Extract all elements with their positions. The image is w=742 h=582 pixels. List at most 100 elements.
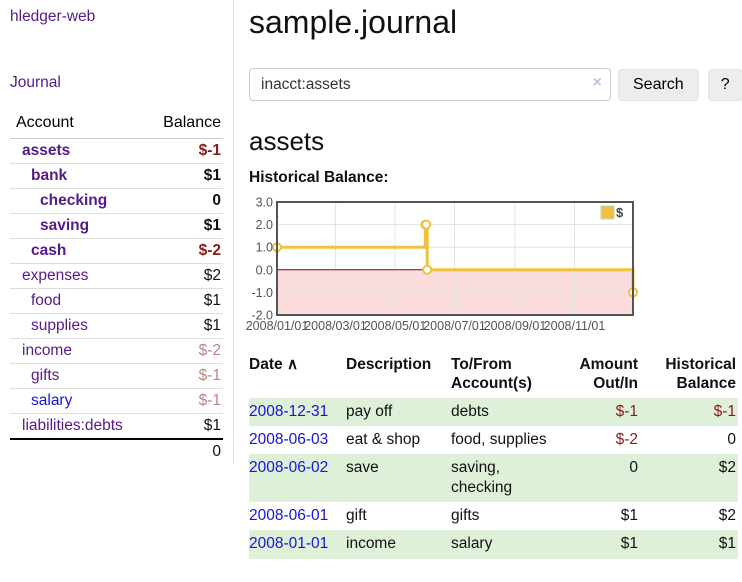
main-content: sample.journal × Search ? assets Histori… bbox=[234, 0, 742, 559]
svg-text:2.0: 2.0 bbox=[256, 218, 273, 232]
account-link[interactable]: income bbox=[22, 342, 72, 359]
search-input-wrap: × bbox=[249, 68, 611, 101]
account-link[interactable]: liabilities:debts bbox=[22, 417, 123, 434]
account-link[interactable]: saving bbox=[40, 217, 90, 234]
register-row: 2008-06-03 eat & shop food, supplies $-2… bbox=[249, 426, 738, 454]
svg-text:3.0: 3.0 bbox=[256, 196, 273, 210]
chart-title: Historical Balance: bbox=[249, 169, 389, 186]
svg-text:0.0: 0.0 bbox=[256, 263, 273, 277]
account-row: assets $-1 bbox=[10, 138, 223, 164]
account-balance: 0 bbox=[148, 188, 223, 214]
transaction-balance: $2 bbox=[718, 507, 736, 525]
transaction-accounts: saving, checking bbox=[451, 459, 513, 497]
search-form: × Search ? bbox=[249, 68, 742, 101]
transaction-date-link[interactable]: 2008-06-02 bbox=[249, 459, 329, 477]
transaction-amount: 0 bbox=[629, 459, 638, 477]
register-column-amount: Amount Out/In bbox=[579, 356, 638, 393]
account-link[interactable]: assets bbox=[22, 142, 71, 159]
account-link[interactable]: checking bbox=[40, 192, 108, 209]
account-balance: $-1 bbox=[148, 388, 223, 414]
transaction-description: eat & shop bbox=[346, 430, 421, 448]
account-row: food $1 bbox=[10, 288, 223, 314]
clear-search-icon[interactable]: × bbox=[592, 74, 602, 91]
transaction-amount: $-1 bbox=[615, 402, 638, 420]
sidebar-item-journal[interactable]: Journal bbox=[10, 74, 61, 91]
register-row: 2008-01-01 income salary $1 $1 bbox=[249, 530, 738, 559]
account-heading: assets bbox=[249, 126, 325, 156]
account-balance: $1 bbox=[148, 288, 223, 314]
search-input[interactable] bbox=[249, 68, 611, 101]
account-row: bank $1 bbox=[10, 163, 223, 189]
account-link[interactable]: food bbox=[31, 292, 62, 309]
transaction-accounts: debts bbox=[451, 402, 489, 420]
svg-text:-1.0: -1.0 bbox=[251, 286, 273, 300]
accounts-column-balance: Balance bbox=[148, 110, 223, 139]
svg-text:$: $ bbox=[616, 205, 624, 220]
svg-text:-2.0: -2.0 bbox=[251, 309, 273, 323]
account-balance: $1 bbox=[148, 313, 223, 339]
help-button[interactable]: ? bbox=[707, 68, 742, 101]
svg-text:1.0: 1.0 bbox=[256, 241, 273, 255]
svg-text:2008/03/01: 2008/03/01 bbox=[304, 319, 367, 333]
accounts-total-spacer bbox=[10, 438, 149, 464]
account-link[interactable]: expenses bbox=[22, 267, 89, 284]
svg-text:2008/09/01: 2008/09/01 bbox=[484, 319, 547, 333]
account-balance: $1 bbox=[148, 213, 223, 239]
svg-text:2008/05/01: 2008/05/01 bbox=[364, 319, 427, 333]
transaction-date-link[interactable]: 2008-12-31 bbox=[249, 402, 329, 420]
account-row: cash $-2 bbox=[10, 238, 223, 264]
transaction-balance: $1 bbox=[718, 535, 736, 553]
historical-balance-chart: $3.0 2.0 1.0 0.0 -1.0 -2.0 2008/01/01 2008/03/0… bbox=[246, 194, 742, 336]
transaction-accounts: food, supplies bbox=[451, 430, 547, 448]
sort-asc-icon[interactable]: ∧ bbox=[286, 356, 299, 373]
account-balance: $1 bbox=[148, 413, 223, 440]
account-balance: $-1 bbox=[148, 138, 223, 164]
register-header-row: Date ∧ Description To/From Account(s) Am… bbox=[249, 353, 738, 398]
register-row: 2008-12-31 pay off debts $-1 $-1 bbox=[249, 397, 738, 426]
transaction-balance: 0 bbox=[727, 430, 736, 448]
account-balance: $-2 bbox=[148, 238, 223, 264]
transaction-accounts: salary bbox=[451, 535, 493, 553]
register-column-description: Description bbox=[346, 356, 432, 373]
account-row: liabilities:debts $1 bbox=[10, 413, 223, 440]
search-button[interactable]: Search bbox=[618, 68, 699, 101]
transaction-date-link[interactable]: 2008-06-03 bbox=[249, 430, 329, 448]
account-row: supplies $1 bbox=[10, 313, 223, 339]
transaction-description: gift bbox=[346, 507, 367, 525]
svg-text:2008/11/01: 2008/11/01 bbox=[544, 319, 606, 333]
register-row: 2008-06-01 gift gifts $1 $2 bbox=[249, 502, 738, 530]
transaction-amount: $1 bbox=[620, 507, 638, 525]
account-balance: $-1 bbox=[148, 363, 223, 389]
account-link[interactable]: cash bbox=[31, 242, 67, 259]
account-balance: $-2 bbox=[148, 338, 223, 364]
transaction-amount: $1 bbox=[620, 535, 638, 553]
transaction-balance: $-1 bbox=[713, 402, 736, 420]
register-column-date[interactable]: Date ∧ bbox=[249, 356, 299, 373]
register-column-accounts: To/From Account(s) bbox=[451, 356, 532, 393]
account-balance: $2 bbox=[148, 263, 223, 289]
transaction-balance: $2 bbox=[718, 459, 736, 477]
hledger-web-app: hledger-web Journal Account Balance asse… bbox=[10, 0, 742, 559]
account-link[interactable]: gifts bbox=[31, 367, 60, 384]
transaction-description: income bbox=[346, 535, 396, 553]
transaction-date-link[interactable]: 2008-06-01 bbox=[249, 507, 329, 525]
transaction-accounts: gifts bbox=[451, 507, 480, 525]
app-title-link[interactable]: hledger-web bbox=[10, 8, 96, 25]
account-row: salary $-1 bbox=[10, 388, 223, 414]
page-title: sample.journal bbox=[249, 4, 458, 40]
register-table: Date ∧ Description To/From Account(s) Am… bbox=[249, 353, 738, 559]
account-row: income $-2 bbox=[10, 338, 223, 364]
account-link[interactable]: salary bbox=[31, 392, 73, 409]
account-link[interactable]: supplies bbox=[31, 317, 88, 334]
transaction-date-link[interactable]: 2008-01-01 bbox=[249, 535, 329, 553]
accounts-table: Account Balance assets $-1 bank $1 check… bbox=[10, 110, 223, 464]
register-row: 2008-06-02 save saving, checking 0 $2 bbox=[249, 454, 738, 503]
register-column-balance: Historical Balance bbox=[665, 356, 736, 393]
accounts-total-value: 0 bbox=[148, 438, 223, 464]
balance-chart-svg: $3.0 2.0 1.0 0.0 -1.0 -2.02008/01/012008/03/0… bbox=[246, 196, 638, 333]
transaction-description: save bbox=[346, 459, 379, 477]
account-link[interactable]: bank bbox=[31, 167, 68, 184]
svg-text:2008/07/01: 2008/07/01 bbox=[423, 319, 486, 333]
accounts-total-row: 0 bbox=[10, 438, 223, 464]
account-row: gifts $-1 bbox=[10, 363, 223, 389]
